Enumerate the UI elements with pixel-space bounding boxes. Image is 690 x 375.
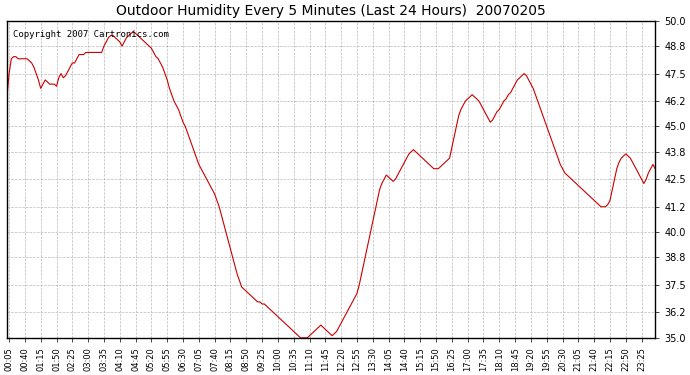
Title: Outdoor Humidity Every 5 Minutes (Last 24 Hours)  20070205: Outdoor Humidity Every 5 Minutes (Last 2… [116,4,546,18]
Text: Copyright 2007 Cartronics.com: Copyright 2007 Cartronics.com [13,30,169,39]
